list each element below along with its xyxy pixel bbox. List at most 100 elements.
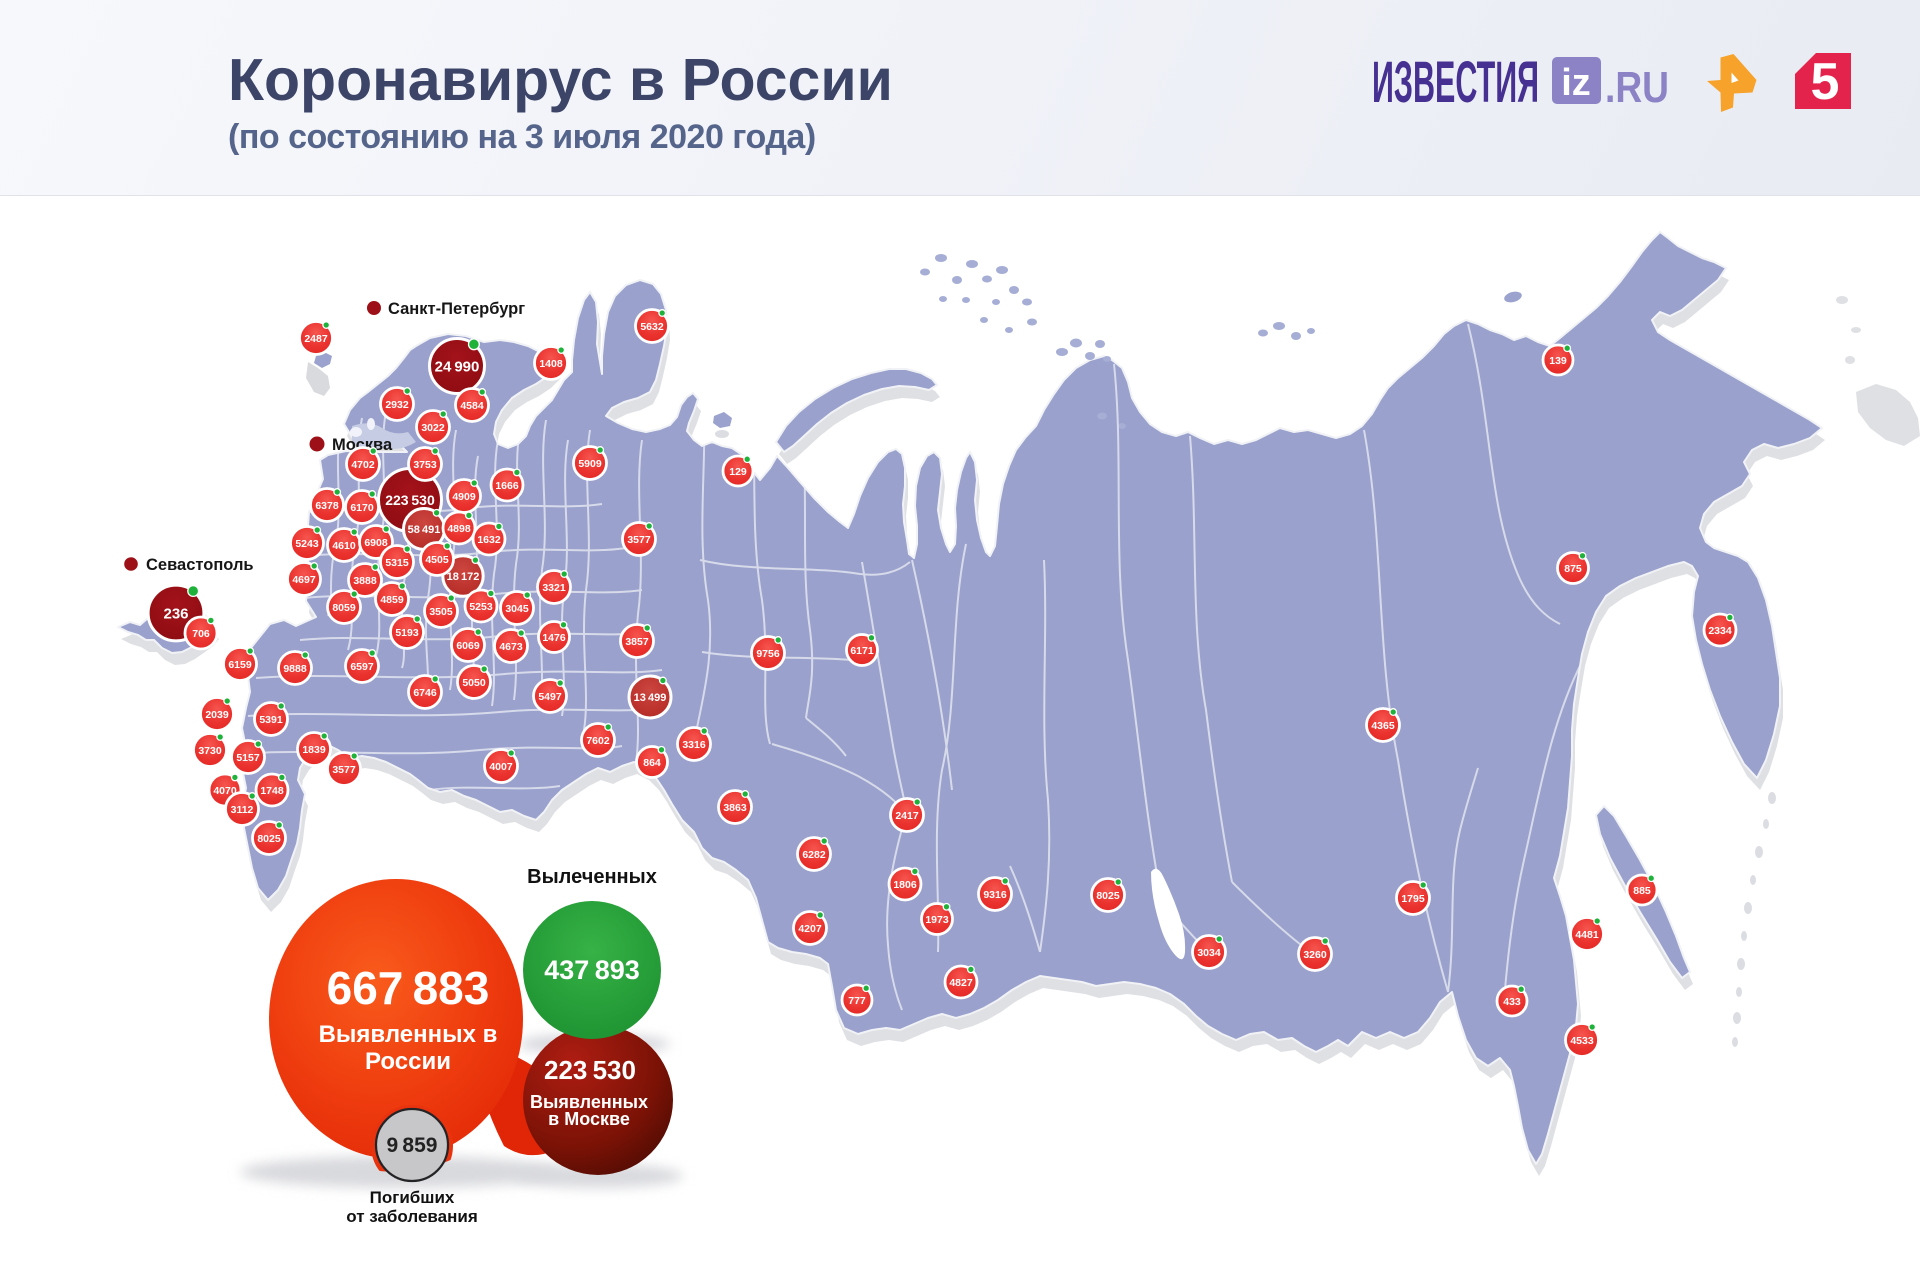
svg-text:6170: 6170 — [350, 502, 374, 514]
svg-text:8059: 8059 — [332, 602, 356, 614]
svg-text:2417: 2417 — [895, 810, 919, 822]
svg-text:3034: 3034 — [1197, 947, 1221, 959]
svg-text:6746: 6746 — [413, 687, 437, 699]
svg-text:139: 139 — [1549, 355, 1567, 367]
svg-text:4697: 4697 — [292, 574, 316, 586]
svg-text:1973: 1973 — [925, 914, 949, 926]
svg-text:5909: 5909 — [578, 458, 602, 470]
svg-text:5315: 5315 — [385, 557, 409, 569]
svg-text:4610: 4610 — [332, 540, 356, 552]
svg-text:Севастополь: Севастополь — [146, 556, 254, 574]
svg-text:8025: 8025 — [1096, 890, 1120, 902]
svg-text:4584: 4584 — [460, 400, 484, 412]
svg-text:3857: 3857 — [625, 636, 649, 648]
svg-text:1795: 1795 — [1401, 893, 1425, 905]
svg-text:777: 777 — [848, 995, 866, 1007]
svg-text:9756: 9756 — [756, 648, 780, 660]
svg-text:4859: 4859 — [380, 594, 404, 606]
svg-text:706: 706 — [192, 628, 210, 640]
svg-text:667 883: 667 883 — [327, 962, 490, 1014]
svg-text:437 893: 437 893 — [544, 955, 640, 985]
svg-text:5632: 5632 — [640, 321, 664, 333]
svg-text:6159: 6159 — [228, 659, 252, 671]
svg-text:1476: 1476 — [542, 632, 566, 644]
svg-text:6378: 6378 — [315, 500, 339, 512]
svg-text:4365: 4365 — [1371, 720, 1395, 732]
svg-text:236: 236 — [163, 605, 188, 622]
svg-text:.RU: .RU — [1605, 63, 1669, 112]
svg-text:875: 875 — [1564, 563, 1582, 575]
svg-text:4505: 4505 — [425, 554, 449, 566]
svg-text:3260: 3260 — [1303, 949, 1327, 961]
svg-text:4827: 4827 — [949, 977, 973, 989]
svg-text:3577: 3577 — [627, 534, 651, 546]
svg-text:5243: 5243 — [295, 538, 319, 550]
svg-text:1806: 1806 — [893, 879, 917, 891]
svg-text:8025: 8025 — [257, 833, 281, 845]
svg-text:4007: 4007 — [489, 761, 513, 773]
svg-text:3112: 3112 — [231, 804, 254, 816]
svg-text:3505: 3505 — [429, 606, 453, 618]
svg-text:3863: 3863 — [723, 802, 747, 814]
svg-text:iz: iz — [1561, 62, 1591, 104]
svg-text:5253: 5253 — [469, 601, 493, 613]
svg-text:1632: 1632 — [477, 534, 501, 546]
svg-text:Погибших: Погибших — [370, 1188, 455, 1207]
svg-text:24 990: 24 990 — [435, 358, 480, 375]
svg-text:3316: 3316 — [682, 739, 706, 751]
svg-text:6069: 6069 — [456, 640, 480, 652]
svg-text:Выявленных в: Выявленных в — [319, 1021, 498, 1048]
svg-text:3022: 3022 — [421, 422, 445, 434]
svg-text:России: России — [365, 1048, 451, 1075]
svg-text:9316: 9316 — [983, 889, 1007, 901]
svg-text:5391: 5391 — [259, 714, 283, 726]
svg-text:4533: 4533 — [1570, 1035, 1594, 1047]
svg-text:Санкт-Петербург: Санкт-Петербург — [388, 300, 525, 318]
svg-text:4909: 4909 — [452, 491, 476, 503]
svg-text:4898: 4898 — [447, 523, 471, 535]
svg-text:3753: 3753 — [413, 459, 437, 471]
svg-text:2334: 2334 — [1708, 625, 1732, 637]
svg-text:13 499: 13 499 — [634, 692, 667, 704]
svg-text:5497: 5497 — [538, 691, 562, 703]
svg-text:1839: 1839 — [302, 744, 326, 756]
svg-text:1666: 1666 — [495, 480, 519, 492]
svg-text:Москва: Москва — [332, 436, 393, 454]
svg-text:4481: 4481 — [1575, 929, 1599, 941]
svg-text:3321: 3321 — [542, 582, 566, 594]
svg-text:7602: 7602 — [586, 735, 610, 747]
svg-text:6908: 6908 — [364, 537, 388, 549]
svg-text:6282: 6282 — [802, 849, 826, 861]
svg-text:5157: 5157 — [236, 752, 260, 764]
svg-text:6171: 6171 — [850, 645, 874, 657]
svg-text:ИЗВЕСТИЯ: ИЗВЕСТИЯ — [1372, 50, 1539, 115]
svg-text:433: 433 — [1503, 996, 1521, 1008]
svg-text:9888: 9888 — [283, 663, 307, 675]
svg-text:864: 864 — [643, 757, 661, 769]
svg-text:Вылеченных: Вылеченных — [527, 866, 657, 888]
svg-text:5: 5 — [1811, 53, 1840, 111]
svg-text:58 491: 58 491 — [408, 524, 441, 536]
svg-text:6597: 6597 — [350, 661, 374, 673]
svg-text:5193: 5193 — [395, 627, 419, 639]
svg-text:4673: 4673 — [499, 641, 523, 653]
svg-text:4702: 4702 — [351, 459, 375, 471]
svg-text:223 530: 223 530 — [544, 1055, 636, 1085]
svg-text:в Москве: в Москве — [548, 1109, 630, 1129]
svg-text:5050: 5050 — [462, 677, 486, 689]
svg-text:2487: 2487 — [304, 333, 328, 345]
svg-text:129: 129 — [729, 466, 747, 478]
svg-text:18 172: 18 172 — [447, 571, 480, 583]
svg-text:223 530: 223 530 — [385, 492, 435, 508]
svg-text:4070: 4070 — [213, 785, 237, 797]
svg-text:2932: 2932 — [385, 399, 409, 411]
svg-text:1748: 1748 — [260, 785, 284, 797]
svg-text:3577: 3577 — [332, 764, 356, 776]
svg-text:1408: 1408 — [539, 358, 563, 370]
svg-text:2039: 2039 — [205, 709, 229, 721]
svg-text:Выявленных: Выявленных — [530, 1092, 648, 1112]
svg-text:4207: 4207 — [798, 923, 822, 935]
svg-text:3730: 3730 — [198, 745, 222, 757]
svg-text:3045: 3045 — [505, 603, 529, 615]
svg-text:885: 885 — [1633, 885, 1651, 897]
